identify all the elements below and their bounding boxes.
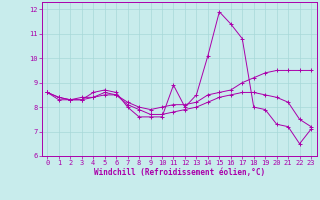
X-axis label: Windchill (Refroidissement éolien,°C): Windchill (Refroidissement éolien,°C) bbox=[94, 168, 265, 177]
